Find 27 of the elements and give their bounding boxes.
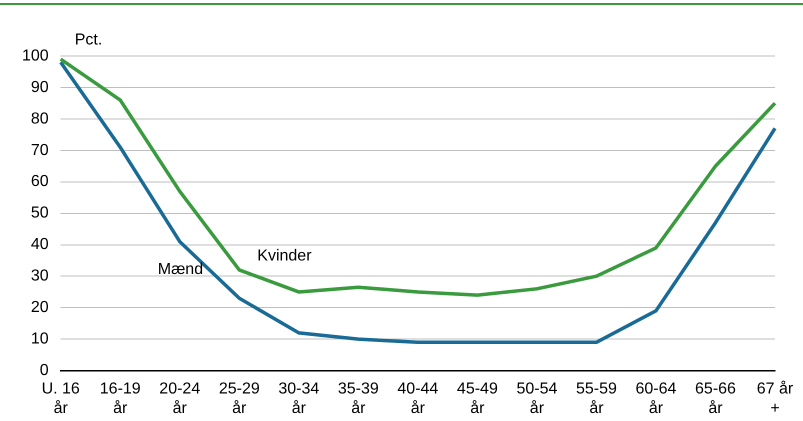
y-tick-label: 40 bbox=[30, 236, 49, 254]
x-tick-label: U. 16 år bbox=[42, 380, 80, 417]
x-tick-label: 35-39 år bbox=[338, 380, 379, 417]
y-tick-label: 50 bbox=[30, 204, 49, 222]
x-tick-label: 55-59 år bbox=[576, 380, 617, 417]
x-tick-label: 30-34 år bbox=[278, 380, 320, 417]
y-tick-label: 20 bbox=[30, 299, 49, 316]
y-tick-label: 80 bbox=[30, 110, 49, 128]
x-tick-label: 45-49 år bbox=[456, 380, 498, 417]
x-tick-label: 67 år + bbox=[756, 380, 794, 417]
x-tick-label: 16-19 år bbox=[100, 380, 141, 417]
y-tick-label: 0 bbox=[40, 362, 49, 380]
y-tick-label: 30 bbox=[30, 268, 49, 285]
series-label: Mænd bbox=[158, 261, 204, 278]
x-tick-label: 25-29 år bbox=[218, 380, 260, 417]
x-tick-label: 50-54 år bbox=[516, 380, 558, 417]
y-tick-label: 70 bbox=[30, 142, 49, 159]
x-tick-label: 40-44 år bbox=[397, 380, 438, 417]
y-tick-label: 90 bbox=[30, 78, 49, 96]
y-tick-label: 10 bbox=[30, 330, 49, 348]
x-tick-label: 60-64 år bbox=[635, 380, 677, 417]
x-tick-label: 65-66 år bbox=[695, 380, 736, 417]
x-tick-label: 20-24 år bbox=[159, 380, 200, 417]
series-label: Kvinder bbox=[257, 247, 312, 264]
y-tick-label: 100 bbox=[22, 47, 49, 64]
y-tick-label: 60 bbox=[30, 173, 49, 190]
y-axis-title: Pct. bbox=[74, 31, 102, 48]
